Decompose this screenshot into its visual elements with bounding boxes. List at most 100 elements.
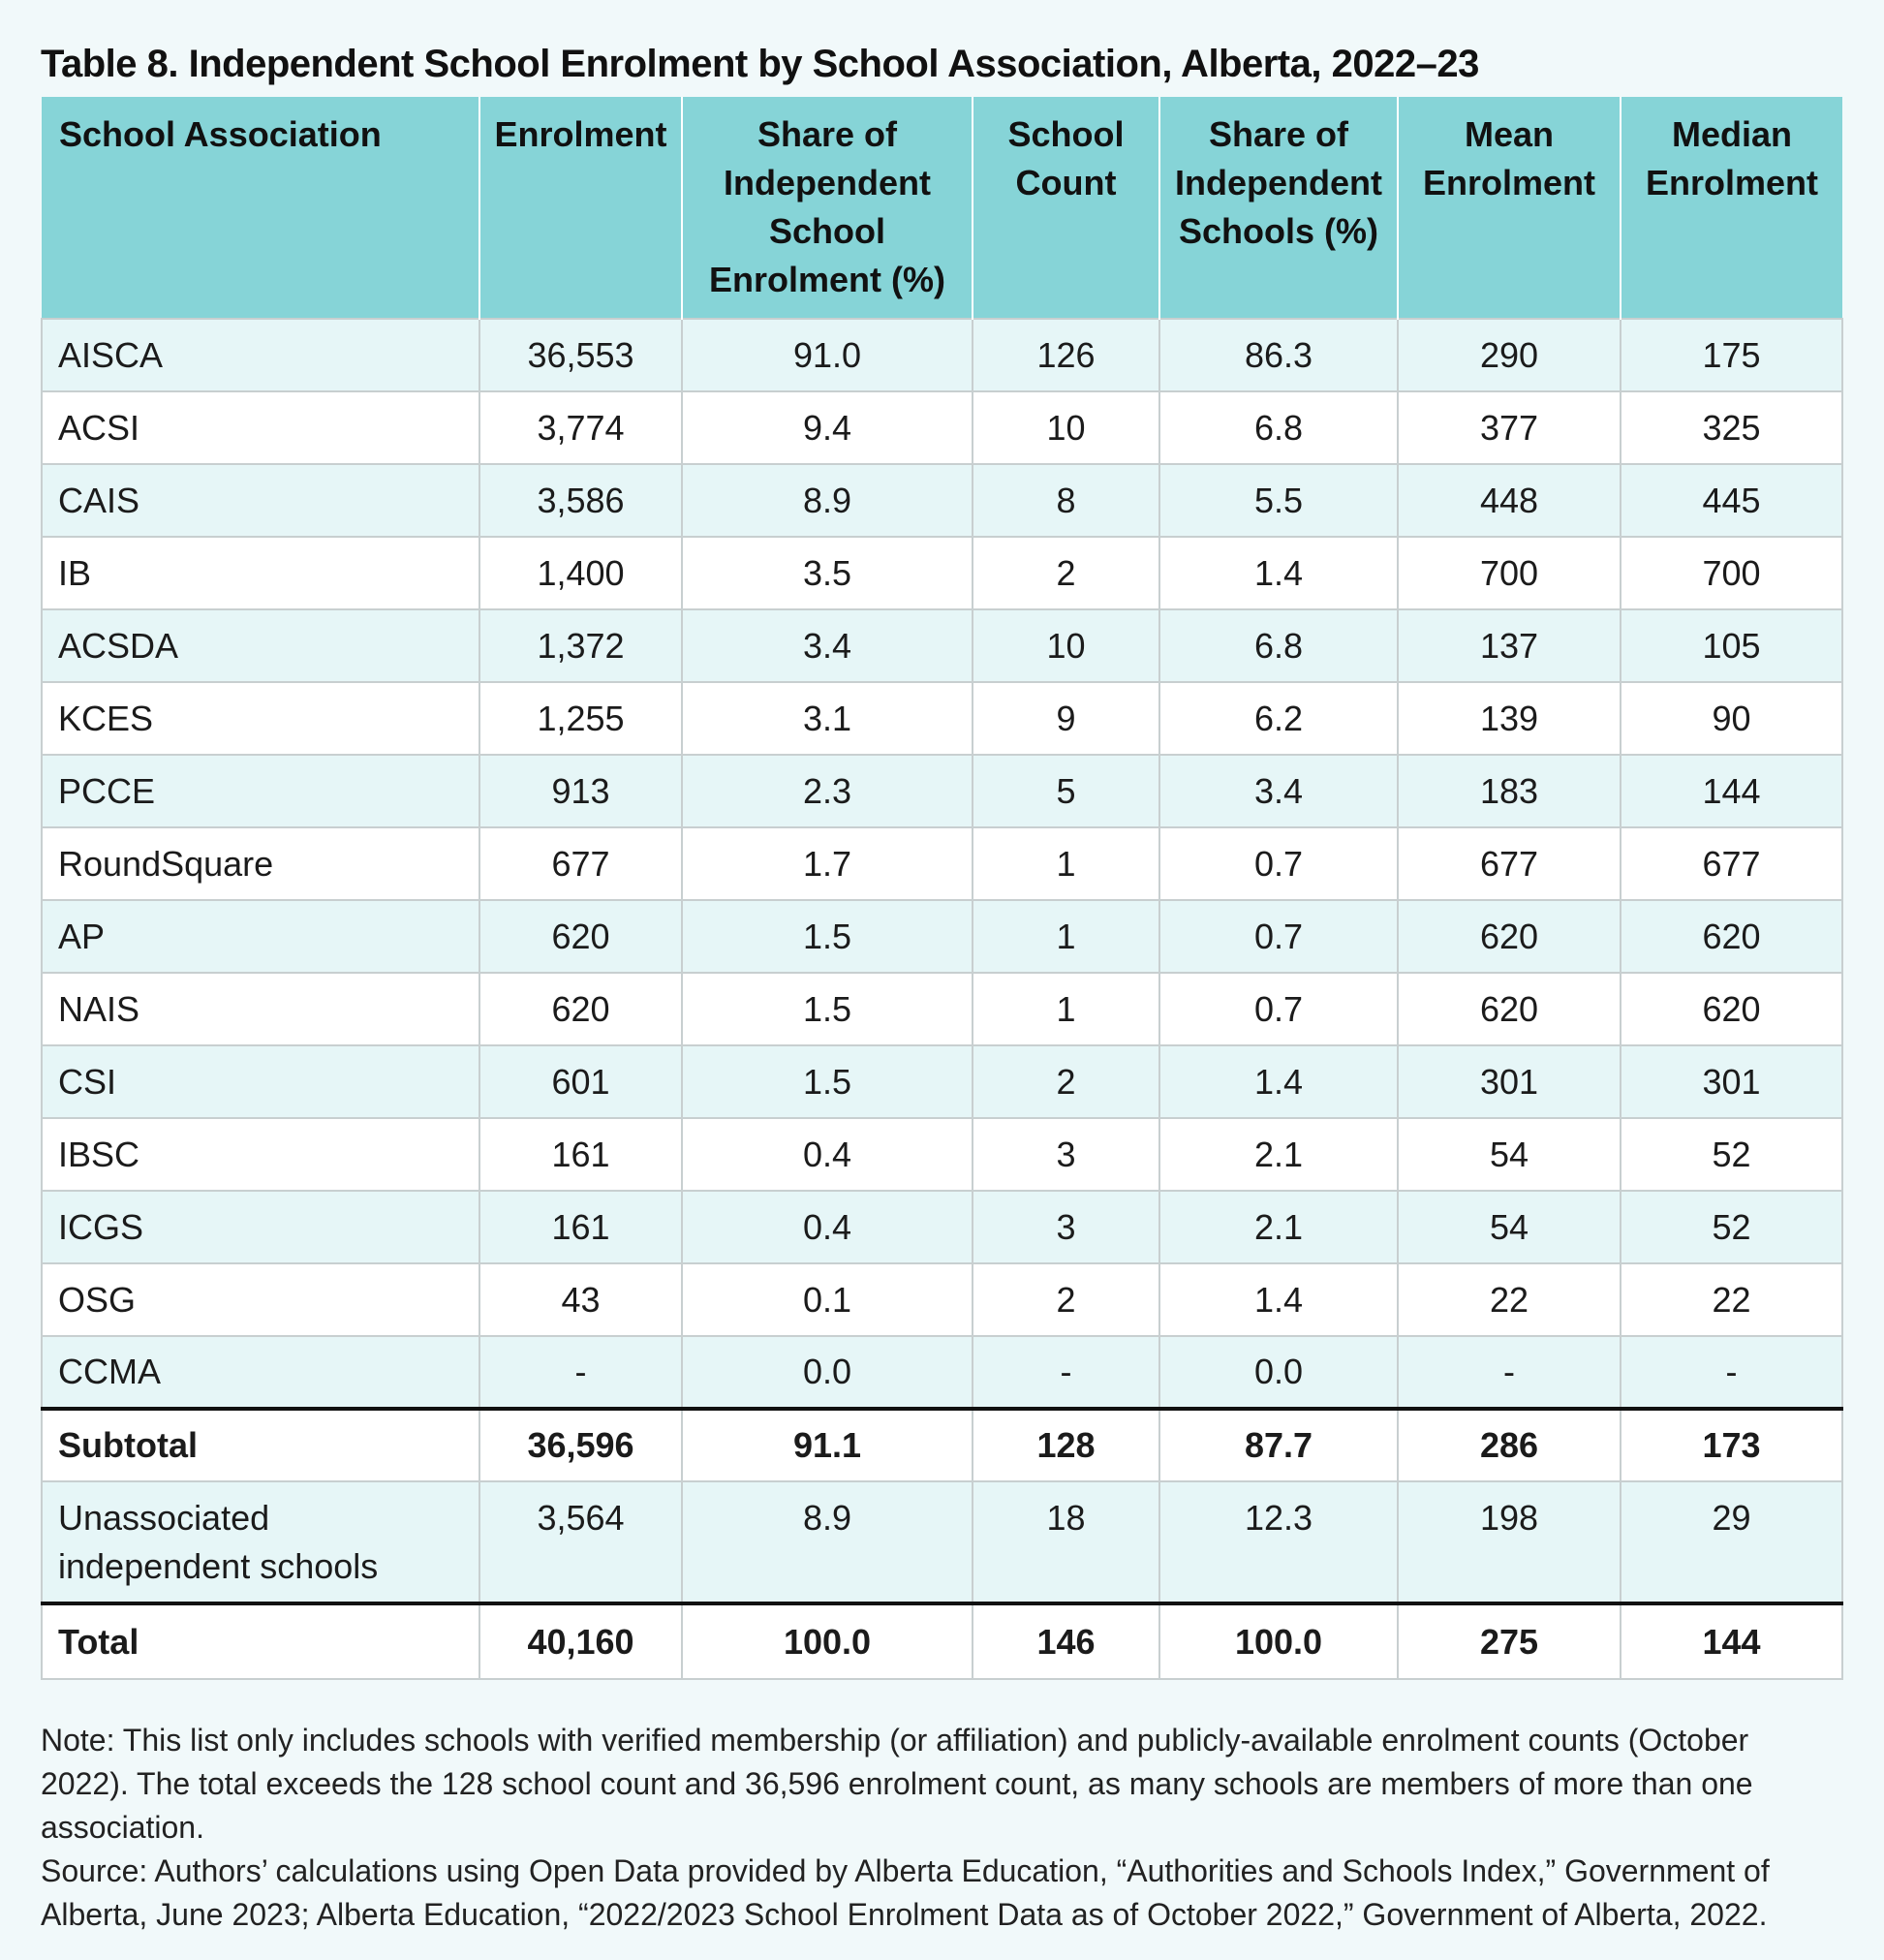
table-cell: 52: [1620, 1190, 1843, 1264]
table-cell: 1,372: [479, 608, 683, 683]
table-cell: 29: [1620, 1480, 1843, 1604]
row-label: CSI: [41, 1044, 480, 1119]
table-cell: 1,400: [479, 536, 683, 610]
table-cell: 377: [1397, 390, 1621, 465]
table-cell: 10: [972, 390, 1160, 465]
table-cell: 3,586: [479, 463, 683, 538]
unassociated-row: Unassociated independent schools 3,564 8.9 1…: [41, 1480, 1843, 1604]
table-cell: 161: [479, 1190, 683, 1264]
table-row: IB 1,400 3.5 2 1.4 700 700: [41, 536, 1843, 610]
table-cell: 2.1: [1158, 1117, 1399, 1192]
table-cell: 620: [479, 972, 683, 1046]
table-cell: 620: [1397, 899, 1621, 974]
table-cell: 913: [479, 754, 683, 828]
row-label: Total: [41, 1602, 480, 1680]
table-row: KCES 1,255 3.1 9 6.2 139 90: [41, 681, 1843, 756]
column-header: Share of Independent Schools (%): [1158, 97, 1399, 319]
table-cell: 677: [479, 826, 683, 901]
table-cell: 40,160: [479, 1602, 683, 1680]
table-cell: 620: [1397, 972, 1621, 1046]
table-cell: 700: [1397, 536, 1621, 610]
table-cell: 36,596: [479, 1407, 683, 1482]
table-cell: 2.1: [1158, 1190, 1399, 1264]
row-label: IB: [41, 536, 480, 610]
row-label: KCES: [41, 681, 480, 756]
table-cell: 0.7: [1158, 826, 1399, 901]
table-cell: 5: [972, 754, 1160, 828]
row-label: AP: [41, 899, 480, 974]
table-cell: 3.4: [681, 608, 973, 683]
note-text: Note: This list only includes schools wi…: [41, 1723, 1753, 1845]
table-cell: 3,564: [479, 1480, 683, 1604]
table-cell: 2.3: [681, 754, 973, 828]
table-cell: -: [1620, 1335, 1843, 1410]
table-cell: 1.7: [681, 826, 973, 901]
header-row: School Association Enrolment Share of Indep…: [42, 97, 1842, 319]
table-cell: 620: [1620, 972, 1843, 1046]
table-cell: 144: [1620, 1602, 1843, 1680]
table-cell: 144: [1620, 754, 1843, 828]
table-cell: 3: [972, 1190, 1160, 1264]
table-cell: -: [1397, 1335, 1621, 1410]
table-cell: 8: [972, 463, 1160, 538]
table-cell: 198: [1397, 1480, 1621, 1604]
table-row: NAIS 620 1.5 1 0.7 620 620: [41, 972, 1843, 1046]
table-figure: Table 8. Independent School Enrolment by…: [41, 37, 1843, 1937]
table-cell: 0.4: [681, 1190, 973, 1264]
table-cell: 3.4: [1158, 754, 1399, 828]
table-cell: 6.8: [1158, 608, 1399, 683]
table-cell: 1,255: [479, 681, 683, 756]
table-cell: -: [479, 1335, 683, 1410]
table-cell: 1.4: [1158, 536, 1399, 610]
table-cell: 43: [479, 1262, 683, 1337]
table-cell: 105: [1620, 608, 1843, 683]
table-cell: 12.3: [1158, 1480, 1399, 1604]
table-cell: 301: [1397, 1044, 1621, 1119]
table-cell: 137: [1397, 608, 1621, 683]
row-label: ICGS: [41, 1190, 480, 1264]
table-cell: 10: [972, 608, 1160, 683]
table-cell: 100.0: [681, 1602, 973, 1680]
table-row: ACSI 3,774 9.4 10 6.8 377 325: [41, 390, 1843, 465]
table-cell: 54: [1397, 1117, 1621, 1192]
table-row: CCMA -0.0-0.0- -: [41, 1335, 1843, 1410]
table-cell: 175: [1620, 318, 1843, 392]
table-cell: 290: [1397, 318, 1621, 392]
row-label: AISCA: [41, 318, 480, 392]
table-cell: 3,774: [479, 390, 683, 465]
table-cell: 2: [972, 1262, 1160, 1337]
row-label: Unassociated independent schools: [41, 1480, 480, 1604]
table-cell: 620: [1620, 899, 1843, 974]
table-cell: 36,553: [479, 318, 683, 392]
column-header: School Count: [972, 97, 1160, 319]
table-row: OSG 43 0.1 2 1.4 22 22: [41, 1262, 1843, 1337]
table-cell: 700: [1620, 536, 1843, 610]
table-cell: 86.3: [1158, 318, 1399, 392]
table-cell: 0.1: [681, 1262, 973, 1337]
table-cell: 0.7: [1158, 972, 1399, 1046]
table-cell: 52: [1620, 1117, 1843, 1192]
table-cell: 448: [1397, 463, 1621, 538]
table-cell: 0.0: [681, 1335, 973, 1410]
table-body: AISCA 36,553 91.0 126 86.3 290 175 ACSI 3,774 9.4…: [41, 318, 1843, 1680]
table-cell: 8.9: [681, 1480, 973, 1604]
table-cell: 8.9: [681, 463, 973, 538]
table-cell: 601: [479, 1044, 683, 1119]
table-cell: 91.0: [681, 318, 973, 392]
row-label: ACSDA: [41, 608, 480, 683]
table-row: AISCA 36,553 91.0 126 86.3 290 175: [41, 318, 1843, 392]
row-label: NAIS: [41, 972, 480, 1046]
table-cell: 3: [972, 1117, 1160, 1192]
table-cell: 0.7: [1158, 899, 1399, 974]
table-cell: 0.4: [681, 1117, 973, 1192]
table-cell: 183: [1397, 754, 1621, 828]
table-cell: 677: [1397, 826, 1621, 901]
subtotal-row: Subtotal 36,596 91.1 128 87.7 286 173: [41, 1407, 1843, 1482]
source-text: Source: Authors’ calculations using Open…: [41, 1853, 1770, 1932]
table-cell: 87.7: [1158, 1407, 1399, 1482]
table-cell: 91.1: [681, 1407, 973, 1482]
table-title: Table 8. Independent School Enrolment by…: [41, 43, 1479, 85]
row-label: Subtotal: [41, 1407, 480, 1482]
column-header: Median Enrolment: [1620, 97, 1842, 319]
table-cell: 9.4: [681, 390, 973, 465]
